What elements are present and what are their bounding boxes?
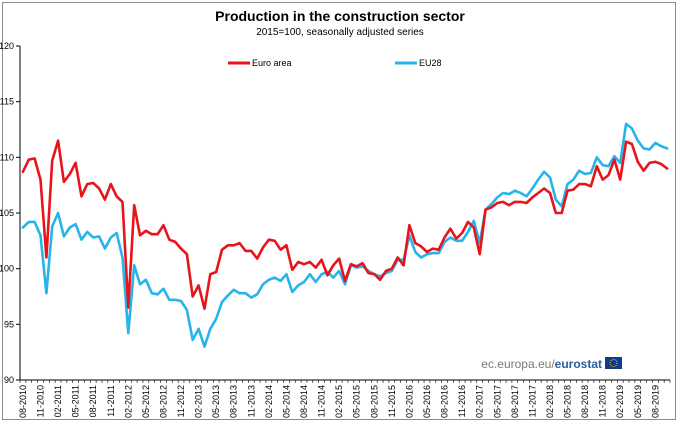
x-tick-label: 11-2010: [35, 385, 45, 417]
x-tick-label: 11-2014: [317, 385, 327, 417]
x-tick-label: 05-2012: [141, 385, 151, 418]
chart-frame: [2, 2, 676, 420]
x-tick-label: 02-2016: [404, 385, 414, 418]
x-tick-label: 02-2018: [545, 385, 555, 418]
x-tick-label: 05-2018: [563, 385, 573, 418]
series-lines: [21, 122, 669, 348]
series-line-euro-area: [21, 139, 669, 311]
eu-flag-icon: [605, 357, 622, 369]
x-tick-label: 08-2019: [650, 385, 660, 418]
x-tick-label: 11-2018: [598, 385, 608, 417]
x-tick-label: 08-2011: [88, 385, 98, 417]
eu-flag-stars: [609, 359, 618, 367]
y-tick-label: 115: [0, 97, 14, 107]
x-tick-label: 11-2012: [176, 385, 186, 417]
chart-subtitle: 2015=100, seasonally adjusted series: [256, 27, 424, 38]
y-tick-label: 120: [0, 41, 14, 51]
x-tick-label: 08-2010: [18, 385, 28, 418]
legend-label-eu28: EU28: [419, 58, 442, 68]
x-tick-label: 08-2015: [369, 385, 379, 418]
x-tick-label: 05-2017: [492, 385, 502, 418]
legend: Euro area EU28: [228, 58, 442, 68]
x-tick-label: 05-2014: [281, 385, 291, 418]
x-tick-label: 08-2012: [158, 385, 168, 418]
y-tick-label: 100: [0, 264, 14, 274]
x-tick-label: 05-2011: [71, 385, 81, 417]
x-tick-label: 02-2013: [194, 385, 204, 418]
x-tick-label: 02-2019: [615, 385, 625, 418]
svg-text:ec.europa.eu/eurostat: ec.europa.eu/eurostat: [481, 357, 602, 371]
x-tick-label: 11-2015: [387, 385, 397, 417]
x-tick-label: 05-2015: [352, 385, 362, 418]
x-tick-label: 05-2013: [211, 385, 221, 418]
y-tick-label: 95: [4, 319, 14, 329]
x-tick-label: 08-2014: [299, 385, 309, 418]
x-tick-label: 08-2013: [229, 385, 239, 418]
x-tick-label: 11-2016: [457, 385, 467, 417]
source-prefix: ec.europa.eu/: [481, 357, 555, 371]
x-tick-label: 08-2018: [580, 385, 590, 418]
x-tick-label: 05-2019: [633, 385, 643, 418]
x-tick-label: 02-2015: [334, 385, 344, 418]
y-tick-label: 110: [0, 152, 14, 162]
source-credit: ec.europa.eu/eurostat: [481, 357, 622, 371]
x-tick-label: 11-2013: [246, 385, 256, 417]
x-tick-label: 02-2012: [123, 385, 133, 418]
x-tick-label: 05-2016: [422, 385, 432, 418]
y-tick-label: 90: [4, 375, 14, 385]
x-tick-label: 02-2014: [264, 385, 274, 418]
source-brand: eurostat: [555, 357, 602, 371]
chart-title: Production in the construction sector: [215, 8, 465, 24]
series-line-eu28: [21, 122, 669, 348]
axes: 90 95 100 105 110 115 120 08-2010 11-2010 02-2011…: [0, 41, 671, 418]
x-tick-label: 02-2017: [475, 385, 485, 418]
legend-label-euro-area: Euro area: [252, 58, 292, 68]
x-tick-label: 02-2011: [53, 385, 63, 417]
y-tick-label: 105: [0, 208, 14, 218]
x-tick-label: 08-2016: [440, 385, 450, 418]
x-tick-label: 08-2017: [510, 385, 520, 418]
x-tick-label: 11-2011: [106, 385, 116, 417]
x-tick-label: 11-2017: [527, 385, 537, 417]
